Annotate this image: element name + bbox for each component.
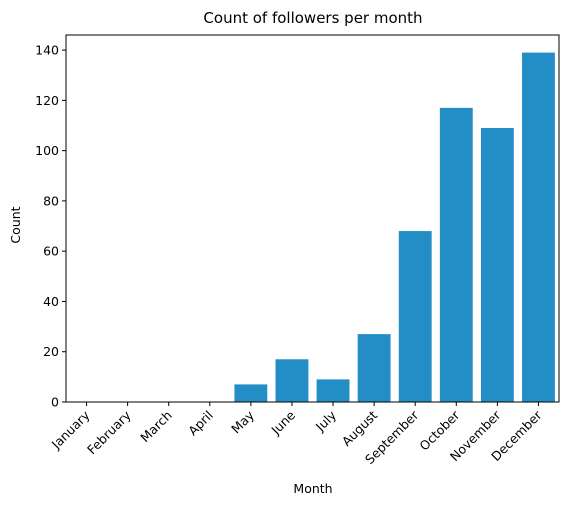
bar-june <box>275 359 309 402</box>
bar-july <box>316 379 350 402</box>
y-tick-label: 80 <box>43 193 59 208</box>
plot-frame <box>65 34 560 403</box>
y-tick-label: 120 <box>35 93 59 108</box>
chart-title: Count of followers per month <box>203 9 422 27</box>
y-tick-label: 60 <box>43 244 59 259</box>
y-tick-label: 40 <box>43 294 59 309</box>
x-tick-label: March <box>137 408 175 446</box>
x-axis-label: Month <box>293 481 332 496</box>
bar-october <box>439 107 473 403</box>
x-tick-label: February <box>84 407 134 457</box>
bar-august <box>357 334 391 402</box>
y-tick-label: 20 <box>43 344 59 359</box>
x-tick-label: April <box>185 408 216 439</box>
bar-november <box>480 128 514 402</box>
bar-may <box>234 384 268 402</box>
y-tick-label: 140 <box>35 43 59 58</box>
x-tick-label: May <box>228 407 257 436</box>
x-tick-label: July <box>312 407 340 435</box>
y-tick-label: 0 <box>51 395 59 410</box>
bar-december <box>522 52 555 402</box>
y-axis-label: Count <box>8 206 23 243</box>
y-tick-label: 100 <box>35 143 59 158</box>
x-tick-label: June <box>268 407 299 438</box>
bar-september <box>398 231 432 402</box>
